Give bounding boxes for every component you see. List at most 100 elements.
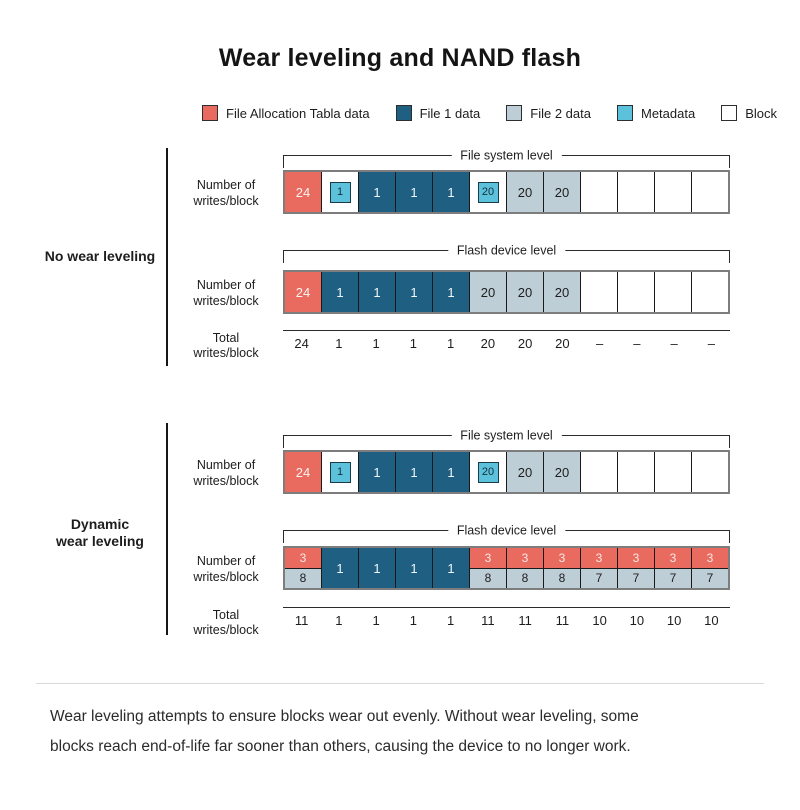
block-cell-file1: 1 (358, 452, 395, 492)
total-value: 11 (555, 613, 570, 628)
label-line: writes/block (193, 623, 259, 637)
label-line: writes/block (193, 474, 259, 488)
legend-label: File 2 data (530, 105, 591, 121)
block-cell-file2: 20 (506, 452, 543, 492)
label-line: writes/block (193, 570, 259, 584)
blocks-row-file-system-level: 24 1 1 1 1 20 20 20 (283, 170, 730, 214)
block-cell-fat: 24 (285, 452, 321, 492)
block-cell-file1: 1 (432, 452, 469, 492)
block-half-file2: 8 (544, 568, 580, 588)
totals-row: 11 1 1 1 1 11 11 11 10 10 10 10 (283, 613, 730, 628)
block-half-file2: 8 (285, 568, 321, 588)
total-value: 10 (592, 613, 607, 628)
block-cell-meta: 1 (321, 172, 358, 212)
block-cell-fat: 24 (285, 172, 321, 212)
footer-note: Wear leveling attempts to ensure blocks … (50, 702, 760, 762)
total-value: 11 (294, 613, 309, 628)
block-half-fat: 3 (618, 548, 654, 569)
number-of-writes-label: Number of writes/block (170, 277, 282, 309)
total-value: 1 (409, 336, 417, 351)
block-cell-meta: 20 (469, 452, 506, 492)
legend-item-fat: File Allocation Tabla data (202, 105, 370, 121)
bracket-label: File system level (451, 428, 562, 443)
block-cell-file2: 20 (543, 272, 580, 312)
metadata-chip: 1 (329, 461, 351, 483)
legend-swatch-fat (202, 105, 218, 121)
block-cell-empty (580, 172, 617, 212)
total-value: 20 (555, 336, 570, 351)
total-value: 1 (372, 613, 380, 628)
total-value: 11 (518, 613, 532, 628)
label-line: Number of (196, 458, 256, 472)
block-cell-empty (617, 272, 654, 312)
section-bracket-line (166, 423, 168, 635)
block-cell-file1: 1 (432, 172, 469, 212)
bracket-label: Flash device level (447, 523, 566, 538)
block-cell-file1: 1 (321, 272, 358, 312)
total-value: 1 (335, 336, 343, 351)
metadata-chip: 20 (477, 181, 499, 203)
block-cell-file1: 1 (358, 172, 395, 212)
block-cell-file1: 1 (358, 548, 395, 588)
block-cell-empty (617, 172, 654, 212)
legend-label: File 1 data (419, 105, 481, 121)
block-cell-empty (691, 272, 728, 312)
legend-item-metadata: Metadata (616, 105, 696, 121)
block-cell-empty (654, 452, 691, 492)
footer-line: Wear leveling attempts to ensure blocks … (50, 708, 639, 725)
block-half-fat: 3 (692, 548, 728, 569)
totals-rule (283, 330, 730, 331)
label-line: writes/block (193, 294, 259, 308)
legend-label: File Allocation Tabla data (226, 105, 370, 121)
block-half-file2: 8 (470, 568, 506, 588)
total-value: – (707, 336, 715, 351)
block-half-fat: 3 (544, 548, 580, 569)
section-label-line: No wear leveling (44, 248, 156, 264)
section-label-no-wear-leveling: No wear leveling (35, 248, 165, 265)
totals-rule (283, 607, 730, 608)
block-cell-file2: 20 (543, 452, 580, 492)
footer-line: blocks reach end-of-life far sooner than… (50, 738, 631, 755)
legend-swatch-file2 (506, 105, 523, 121)
blocks-row-file-system-level: 24 1 1 1 1 20 20 20 (283, 450, 730, 494)
block-cell-file2: 20 (543, 172, 580, 212)
block-cell-file1: 1 (432, 272, 469, 312)
block-cell-file1: 1 (395, 452, 432, 492)
bracket-label: File system level (451, 148, 562, 163)
total-value: 1 (409, 613, 417, 628)
block-half-fat: 3 (581, 548, 617, 569)
block-half-fat: 3 (285, 548, 321, 569)
block-cell-empty (691, 452, 728, 492)
total-value: – (670, 336, 678, 351)
label-line: Number of (196, 178, 256, 192)
block-cell-empty (654, 172, 691, 212)
number-of-writes-label: Number of writes/block (170, 177, 282, 209)
metadata-chip: 1 (329, 181, 351, 203)
totals-row: 24 1 1 1 1 20 20 20 – – – – (283, 336, 730, 351)
legend-label: Metadata (640, 105, 696, 121)
total-value: 10 (666, 613, 682, 628)
block-cell-file1: 1 (432, 548, 469, 588)
total-value: 20 (480, 336, 496, 351)
block-cell-empty (654, 272, 691, 312)
block-cell-empty (580, 452, 617, 492)
legend-label: Block (745, 105, 777, 121)
diagram-title: Wear leveling and NAND flash (218, 44, 582, 72)
block-cell-file2: 20 (506, 272, 543, 312)
block-cell-meta: 20 (469, 172, 506, 212)
legend-item-block: Block (721, 105, 777, 121)
label-line: Number of (196, 278, 256, 292)
block-half-file2: 8 (507, 568, 543, 588)
block-cell-file1: 1 (358, 272, 395, 312)
block-cell-empty (617, 452, 654, 492)
